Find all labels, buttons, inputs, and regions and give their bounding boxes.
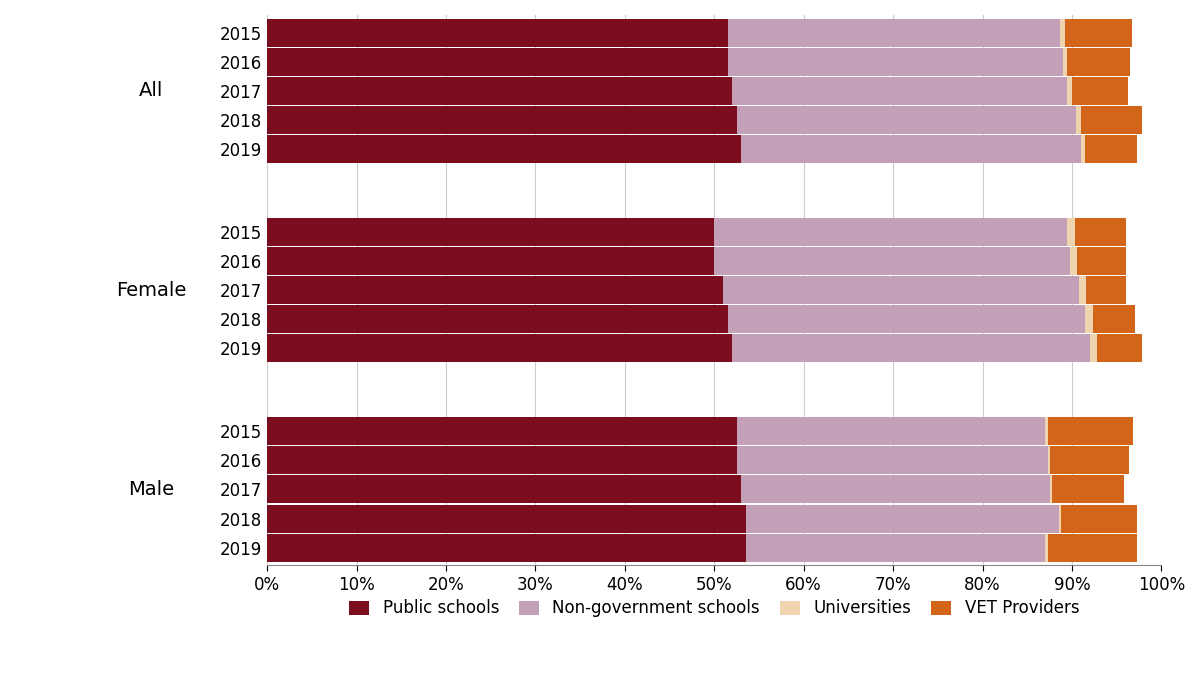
- Text: Female: Female: [115, 281, 186, 299]
- Bar: [268, 106, 737, 134]
- Bar: [1090, 335, 1097, 362]
- Text: Male: Male: [127, 480, 174, 499]
- Bar: [268, 417, 737, 445]
- Bar: [1068, 218, 1075, 246]
- Bar: [742, 135, 1081, 164]
- Bar: [1081, 106, 1141, 134]
- Bar: [1078, 247, 1127, 275]
- Bar: [1072, 77, 1128, 105]
- Bar: [268, 306, 727, 333]
- Bar: [1064, 19, 1132, 46]
- Bar: [1081, 135, 1085, 164]
- Bar: [1075, 218, 1127, 246]
- Bar: [1086, 276, 1127, 304]
- Bar: [1063, 48, 1068, 76]
- Bar: [732, 77, 1068, 105]
- Bar: [268, 276, 724, 304]
- Bar: [1045, 534, 1048, 562]
- Bar: [268, 48, 727, 76]
- Bar: [268, 247, 714, 275]
- Bar: [1061, 505, 1138, 533]
- Bar: [268, 534, 745, 562]
- Bar: [268, 475, 742, 503]
- Bar: [737, 446, 1048, 474]
- Bar: [268, 77, 732, 105]
- Bar: [727, 48, 1063, 76]
- Bar: [714, 247, 1070, 275]
- Legend: Public schools, Non-government schools, Universities, VET Providers: Public schools, Non-government schools, …: [349, 599, 1079, 617]
- Bar: [268, 335, 732, 362]
- Bar: [745, 534, 1045, 562]
- Text: All: All: [139, 81, 163, 100]
- Bar: [1068, 48, 1130, 76]
- Bar: [268, 135, 742, 164]
- Bar: [268, 505, 745, 533]
- Bar: [742, 475, 1050, 503]
- Bar: [268, 446, 737, 474]
- Bar: [1052, 475, 1124, 503]
- Bar: [268, 218, 714, 246]
- Bar: [1050, 446, 1129, 474]
- Bar: [724, 276, 1079, 304]
- Bar: [1048, 446, 1050, 474]
- Bar: [727, 19, 1061, 46]
- Bar: [1048, 534, 1138, 562]
- Bar: [1061, 19, 1064, 46]
- Bar: [1092, 306, 1135, 333]
- Bar: [1070, 247, 1078, 275]
- Bar: [1097, 335, 1141, 362]
- Bar: [737, 106, 1076, 134]
- Bar: [1058, 505, 1061, 533]
- Bar: [1085, 306, 1092, 333]
- Bar: [1085, 135, 1138, 164]
- Bar: [1068, 77, 1072, 105]
- Bar: [745, 505, 1058, 533]
- Bar: [1045, 417, 1048, 445]
- Bar: [737, 417, 1045, 445]
- Bar: [1076, 106, 1081, 134]
- Bar: [268, 19, 727, 46]
- Bar: [727, 306, 1085, 333]
- Bar: [714, 218, 1068, 246]
- Bar: [732, 335, 1090, 362]
- Bar: [1079, 276, 1086, 304]
- Bar: [1048, 417, 1133, 445]
- Bar: [1050, 475, 1052, 503]
